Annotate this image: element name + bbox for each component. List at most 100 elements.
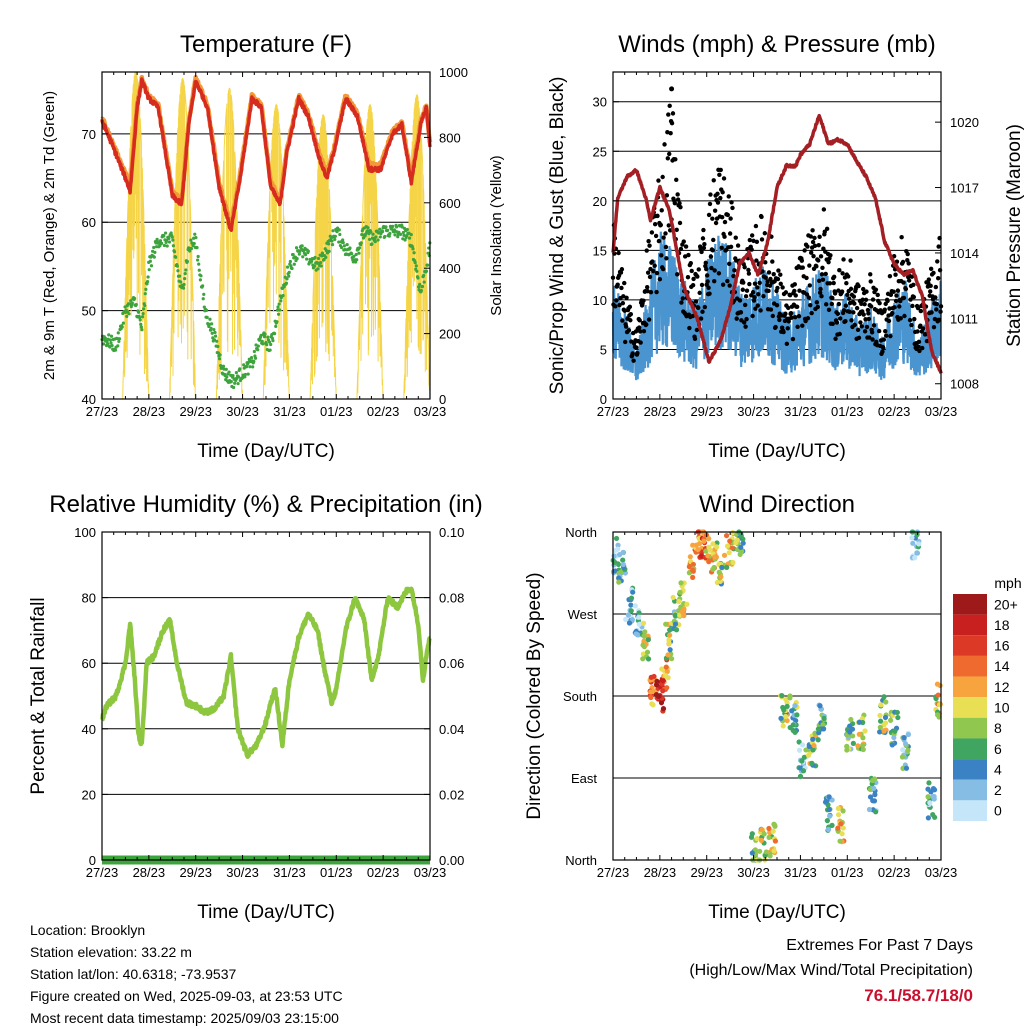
recent-text: Most recent data timestamp: 2025/09/03 2… bbox=[30, 1010, 339, 1026]
gust-point bbox=[843, 303, 849, 308]
gust-point bbox=[891, 253, 897, 259]
dewpoint-point bbox=[411, 247, 415, 251]
gust-point bbox=[696, 267, 701, 272]
direction-point bbox=[726, 550, 732, 556]
gust-point bbox=[817, 290, 823, 295]
dewpoint-point bbox=[133, 296, 137, 301]
dewpoint-point bbox=[216, 344, 220, 349]
dewpoint-point bbox=[144, 287, 148, 291]
y-axis-label-left: Sonic/Prop Wind & Gust (Blue, Black) bbox=[547, 77, 568, 395]
gust-point bbox=[712, 208, 718, 213]
gust-point bbox=[891, 289, 896, 294]
dewpoint-point bbox=[113, 348, 118, 352]
y-axis-label-left: 2m & 9m T (Red, Orange) & 2m Td (Green) bbox=[41, 91, 58, 380]
gust-point bbox=[728, 244, 734, 250]
dewpoint-point bbox=[274, 324, 278, 328]
gust-point bbox=[807, 283, 812, 288]
x-axis-label: Time (Day/UTC) bbox=[708, 902, 846, 923]
direction-point bbox=[710, 541, 716, 547]
dewpoint-point bbox=[192, 241, 196, 246]
gust-point bbox=[757, 280, 762, 286]
gust-point bbox=[933, 284, 939, 290]
gust-point bbox=[701, 227, 706, 233]
direction-point bbox=[665, 652, 671, 658]
gust-point bbox=[690, 282, 696, 288]
direction-point bbox=[827, 813, 833, 819]
humidity-line bbox=[100, 586, 432, 760]
gust-point bbox=[742, 320, 747, 325]
dewpoint-point bbox=[121, 321, 125, 325]
dewpoint-point bbox=[269, 342, 273, 347]
gust-point bbox=[918, 323, 923, 328]
dewpoint-point bbox=[183, 272, 187, 276]
gust-point bbox=[936, 317, 942, 323]
gust-point bbox=[664, 256, 669, 261]
direction-point bbox=[877, 712, 883, 719]
gust-point bbox=[672, 200, 678, 206]
direction-point bbox=[712, 554, 718, 560]
dewpoint-point bbox=[395, 225, 399, 229]
x-tick-label: 29/23 bbox=[690, 865, 723, 880]
y-tick-label: 100 bbox=[74, 525, 96, 540]
y-axis-label-left: Percent & Total Rainfall bbox=[28, 597, 49, 794]
gust-point bbox=[849, 318, 854, 323]
dewpoint-point bbox=[303, 253, 308, 257]
gust-point bbox=[821, 207, 827, 212]
dewpoint-point bbox=[405, 227, 409, 232]
direction-point bbox=[878, 702, 884, 708]
dewpoint-point bbox=[366, 226, 370, 230]
gust-point bbox=[838, 316, 843, 321]
direction-point bbox=[738, 533, 744, 539]
direction-point bbox=[797, 773, 804, 780]
gust-point bbox=[890, 310, 895, 316]
gust-point bbox=[856, 335, 862, 341]
direction-point bbox=[759, 827, 765, 833]
gust-point bbox=[868, 304, 874, 309]
dewpoint-point bbox=[138, 318, 142, 322]
direction-point bbox=[644, 649, 651, 655]
gust-point bbox=[697, 290, 702, 296]
gust-point bbox=[721, 176, 727, 181]
gust-point bbox=[651, 268, 656, 274]
colorbar-swatch bbox=[953, 697, 987, 718]
gust-point bbox=[832, 291, 838, 296]
gust-point bbox=[869, 330, 875, 335]
direction-point bbox=[640, 656, 646, 662]
direction-point bbox=[616, 579, 622, 585]
direction-point bbox=[703, 548, 709, 554]
dewpoint-point bbox=[313, 255, 317, 260]
gust-point bbox=[655, 213, 660, 219]
gust-point bbox=[792, 282, 798, 287]
x-tick-label: 01/23 bbox=[320, 865, 353, 880]
gust-point bbox=[753, 306, 758, 311]
gust-point bbox=[620, 318, 625, 323]
gust-point bbox=[725, 212, 730, 218]
gust-point bbox=[814, 264, 819, 269]
direction-point bbox=[894, 709, 900, 716]
gust-point bbox=[680, 296, 686, 301]
direction-point bbox=[799, 742, 806, 748]
gust-point bbox=[654, 289, 659, 295]
gust-point bbox=[859, 324, 865, 329]
gust-point bbox=[675, 192, 680, 197]
dewpoint-point bbox=[330, 243, 335, 247]
gust-point bbox=[804, 275, 809, 281]
dewpoint-point bbox=[419, 289, 423, 293]
gust-point bbox=[924, 338, 930, 344]
gust-point bbox=[814, 300, 820, 305]
colorbar-label: 8 bbox=[994, 720, 1002, 736]
direction-point bbox=[690, 574, 696, 580]
direction-point bbox=[633, 631, 639, 637]
dewpoint-point bbox=[127, 312, 131, 316]
gust-point bbox=[740, 287, 745, 292]
gust-point bbox=[807, 263, 812, 268]
dewpoint-point bbox=[139, 325, 143, 329]
gust-point bbox=[687, 325, 692, 331]
gust-point bbox=[737, 298, 743, 303]
gust-point bbox=[741, 280, 746, 285]
dewpoint-point bbox=[253, 356, 258, 360]
gust-point bbox=[793, 293, 798, 298]
dewpoint-point bbox=[233, 381, 237, 385]
gust-point bbox=[836, 301, 842, 307]
gust-point bbox=[844, 281, 849, 286]
